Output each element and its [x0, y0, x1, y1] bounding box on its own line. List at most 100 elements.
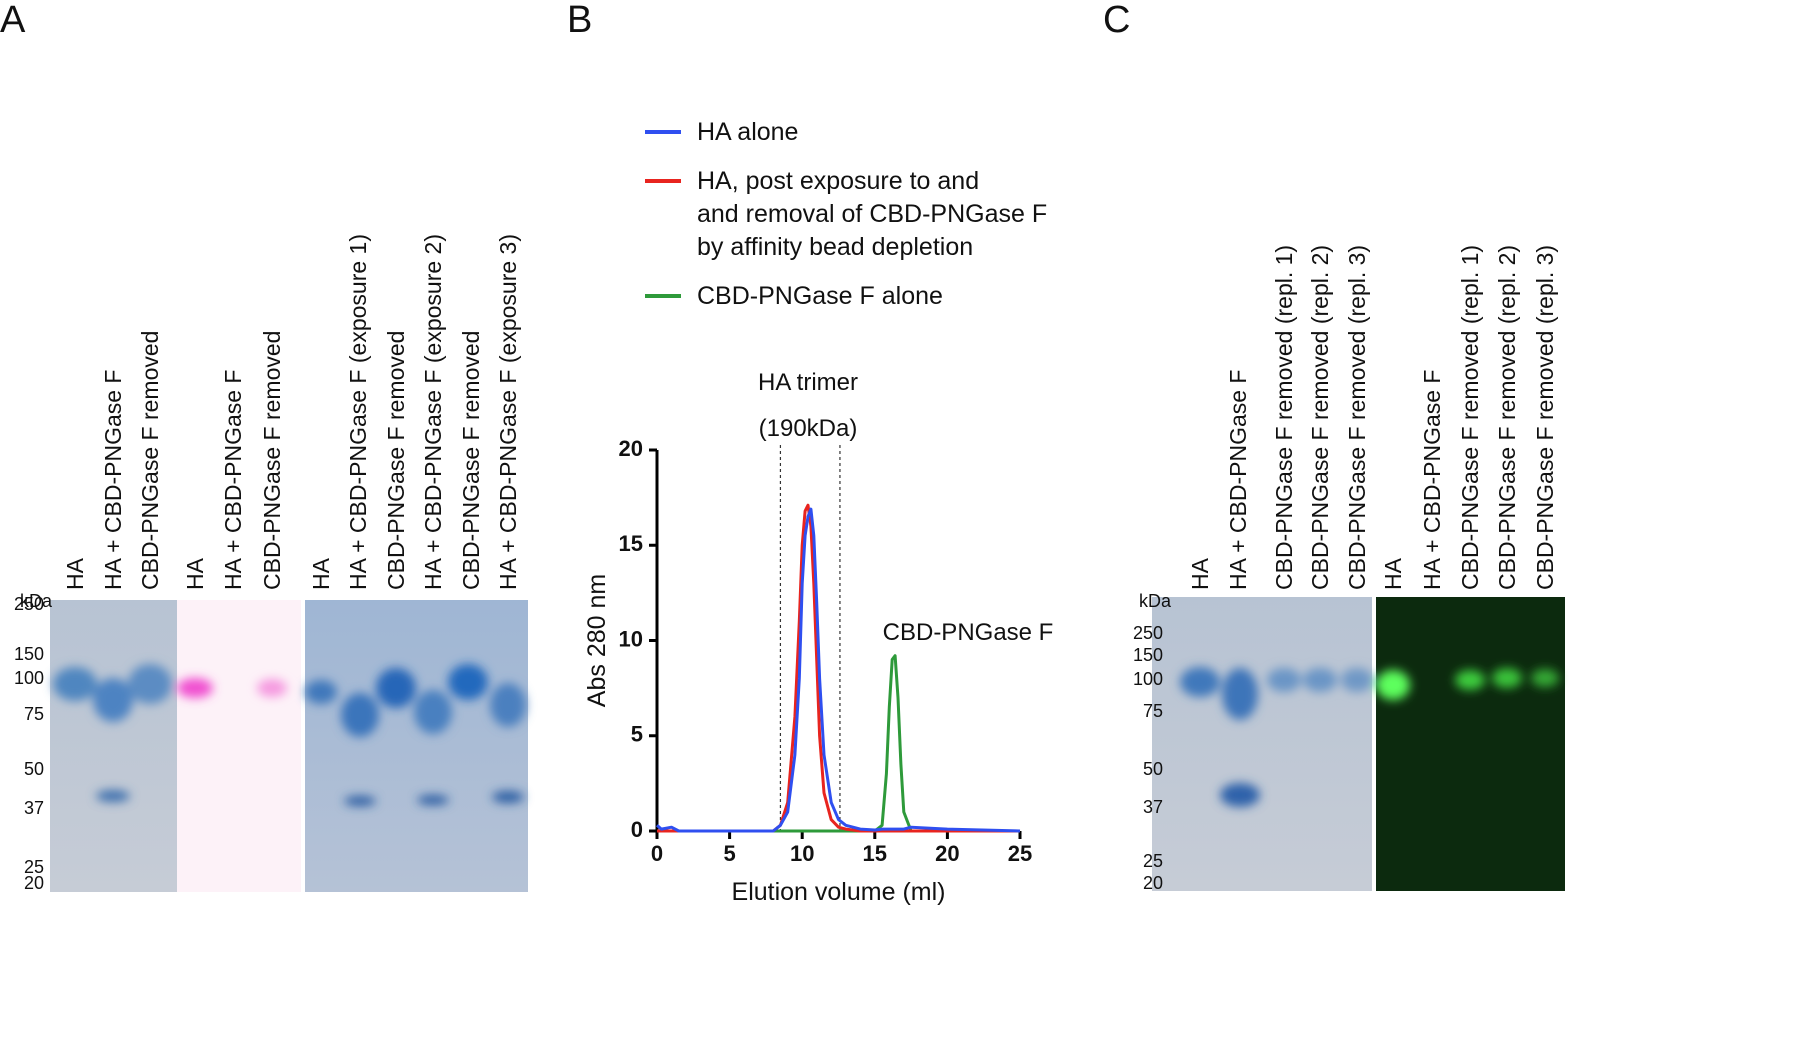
gel-band	[448, 664, 488, 700]
gel-band	[1376, 670, 1410, 700]
gel-band	[53, 667, 97, 701]
marker-label: 150	[14, 644, 44, 664]
y-tick-label: 0	[631, 817, 643, 842]
lane-label: HA + CBD-PNGase F	[100, 370, 126, 590]
gel-band	[1220, 783, 1260, 807]
legend-label: HA alone	[697, 118, 799, 146]
lane-label: CBD-PNGase F removed (repl. 2)	[1494, 245, 1520, 590]
gel-band	[93, 678, 133, 722]
gel-band	[1222, 668, 1258, 720]
gel-band	[1180, 667, 1220, 697]
gel-band	[257, 679, 287, 697]
y-axis-label: Abs 280 nm	[583, 574, 611, 707]
gel-band	[417, 795, 449, 805]
marker-label: 75	[24, 704, 44, 724]
lane-label: CBD-PNGase F removed (repl. 2)	[1307, 245, 1333, 590]
x-tick-label: 25	[1008, 841, 1032, 866]
y-tick-label: 10	[619, 626, 643, 651]
legend-swatch	[645, 179, 681, 183]
gel-band	[1341, 668, 1373, 692]
lane-label: CBD-PNGase F removed	[383, 331, 409, 590]
gel-band	[376, 668, 416, 708]
marker-label: 37	[1143, 797, 1163, 817]
gel-band	[490, 683, 526, 727]
marker-label: 75	[1143, 701, 1163, 721]
legend-label: CBD-PNGase F alone	[697, 282, 943, 310]
gel-band	[1455, 670, 1485, 690]
gel-band	[305, 680, 337, 704]
marker-label: 25	[24, 857, 44, 877]
series-line	[656, 507, 1021, 833]
gel-band	[492, 791, 524, 803]
gel	[177, 600, 301, 892]
lane-label: HA + CBD-PNGase F	[220, 370, 246, 590]
panel-label: C	[1103, 0, 1130, 41]
lane-label: HA + CBD-PNGase F (exposure 2)	[420, 234, 446, 590]
series-line	[657, 654, 1020, 833]
gel	[305, 600, 528, 892]
marker-label: 100	[14, 668, 44, 688]
legend-entry: HA alone	[645, 116, 1047, 149]
gel-bands	[53, 664, 1559, 807]
lane-label: HA	[182, 557, 208, 590]
marker-label: 150	[1133, 645, 1163, 665]
gel-band	[96, 790, 130, 802]
x-tick-label: 15	[863, 841, 887, 866]
lane-label: HA + CBD-PNGase F (exposure 3)	[495, 234, 521, 590]
x-tick-label: 10	[790, 841, 814, 866]
gel-band	[177, 678, 213, 698]
x-axis-label: Elution volume (ml)	[732, 878, 946, 906]
lane-label: CBD-PNGase F removed (repl. 1)	[1271, 245, 1297, 590]
marker-label: 20	[1143, 873, 1163, 893]
gel-band	[341, 693, 379, 737]
lane-label: HA	[1187, 557, 1213, 590]
lane-label: HA + CBD-PNGase F (exposure 1)	[345, 234, 371, 590]
annotation: (190kDa)	[759, 415, 858, 442]
legend-label: HA, post exposure to and and removal of …	[697, 167, 1048, 261]
marker-label: 250	[14, 594, 44, 614]
panel-label: A	[0, 0, 26, 41]
lane-label: CBD-PNGase F removed (repl. 3)	[1344, 245, 1370, 590]
panel-label: B	[567, 0, 592, 41]
axis-unit: kDa	[20, 591, 53, 611]
lane-label: HA	[1380, 557, 1406, 590]
lane-label: CBD-PNGase F removed	[458, 331, 484, 590]
y-tick-label: 20	[619, 436, 643, 461]
legend: HA alone HA, post exposure to and and rem…	[645, 116, 1047, 329]
lane-label: CBD-PNGase F removed	[259, 331, 285, 590]
gel	[1152, 597, 1372, 891]
y-tick-label: 15	[619, 531, 643, 556]
legend-entry: HA, post exposure to and and removal of …	[645, 165, 1047, 264]
x-tick-label: 0	[651, 841, 663, 866]
lane-label: HA + CBD-PNGase F	[1419, 370, 1445, 590]
lane-label: CBD-PNGase F removed (repl. 1)	[1457, 245, 1483, 590]
gel-band	[344, 796, 376, 806]
annotation: CBD-PNGase F	[883, 619, 1054, 646]
gel-band	[128, 664, 172, 704]
gel-band	[1531, 669, 1559, 687]
x-tick-label: 5	[723, 841, 735, 866]
lane-label: HA	[62, 557, 88, 590]
legend-entry: CBD-PNGase F alone	[645, 280, 1047, 313]
series-line	[657, 503, 1020, 833]
legend-swatch	[645, 294, 681, 298]
gel-band	[1267, 668, 1301, 692]
marker-label: 50	[1143, 759, 1163, 779]
lane-label: HA + CBD-PNGase F	[1225, 370, 1251, 590]
gel	[50, 600, 177, 892]
marker-label: 25	[1143, 851, 1163, 871]
lane-label: CBD-PNGase F removed (repl. 3)	[1532, 245, 1558, 590]
gel	[1376, 597, 1565, 891]
annotation: HA trimer	[758, 369, 858, 396]
lane-label: HA	[308, 557, 334, 590]
gel-band	[1303, 668, 1337, 692]
gel-band	[1492, 668, 1522, 688]
x-tick-label: 20	[935, 841, 959, 866]
marker-label: 250	[1133, 623, 1163, 643]
marker-label: 20	[24, 873, 44, 893]
gel-band	[414, 690, 452, 734]
marker-label: 37	[24, 798, 44, 818]
axis-unit: kDa	[1139, 591, 1172, 611]
legend-swatch	[645, 130, 681, 134]
